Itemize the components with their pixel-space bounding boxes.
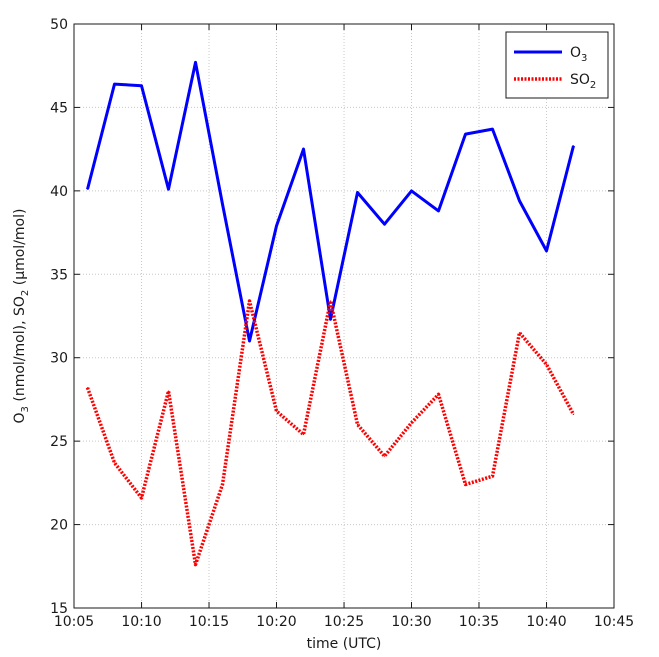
data-point bbox=[86, 188, 89, 190]
data-point bbox=[545, 363, 548, 365]
y-tick-label: 15 bbox=[50, 601, 68, 617]
data-point bbox=[464, 483, 467, 486]
x-axis-title: time (UTC) bbox=[307, 636, 382, 652]
data-point bbox=[221, 203, 224, 205]
y-tick-label: 45 bbox=[50, 100, 68, 116]
y-tick-label: 35 bbox=[50, 267, 68, 283]
legend: O3 SO2 bbox=[505, 31, 609, 99]
legend-label-subscript: 2 bbox=[590, 80, 596, 91]
x-tick-label: 10:30 bbox=[391, 614, 431, 630]
data-point bbox=[302, 148, 305, 150]
data-point bbox=[113, 83, 116, 85]
x-tick-label: 10:15 bbox=[189, 614, 229, 630]
data-point bbox=[140, 85, 143, 87]
data-point bbox=[275, 410, 278, 412]
data-point bbox=[410, 422, 413, 424]
data-point bbox=[86, 387, 89, 389]
y-axis-tick-labels: 15 20 25 30 35 40 45 50 bbox=[50, 17, 68, 617]
y-tick-label: 25 bbox=[50, 434, 68, 450]
data-point bbox=[491, 475, 494, 477]
x-tick-label: 10:10 bbox=[121, 614, 161, 630]
data-point bbox=[383, 223, 386, 225]
data-point bbox=[437, 210, 440, 212]
x-tick-label: 10:25 bbox=[324, 614, 364, 630]
data-point bbox=[356, 191, 359, 194]
data-point bbox=[221, 483, 224, 486]
y-tick-label: 50 bbox=[50, 17, 68, 33]
data-point bbox=[302, 433, 305, 436]
data-point bbox=[572, 413, 575, 415]
legend-label-subscript: 3 bbox=[581, 53, 587, 64]
data-point bbox=[437, 393, 440, 395]
data-point bbox=[518, 200, 521, 202]
x-tick-label: 10:40 bbox=[526, 614, 566, 630]
y-axis-title-subscript: 3 bbox=[20, 406, 31, 412]
data-point bbox=[329, 300, 332, 302]
y-axis-title: O3 (nmol/mol), SO2 (µmol/mol) bbox=[12, 209, 31, 424]
data-point bbox=[248, 340, 251, 342]
data-point bbox=[113, 462, 116, 464]
legend-label-base: SO bbox=[570, 72, 590, 88]
data-point bbox=[518, 332, 521, 334]
y-axis-title-text: (nmol/mol), SO bbox=[12, 296, 28, 406]
y-tick-label: 20 bbox=[50, 518, 68, 534]
legend-label: SO2 bbox=[570, 72, 596, 91]
x-axis-tick-labels: 10:05 10:10 10:15 10:20 10:25 10:30 10:35 10:40… bbox=[54, 614, 634, 630]
data-point bbox=[194, 564, 197, 566]
y-axis-title-text: (µmol/mol) bbox=[12, 209, 28, 290]
data-point bbox=[329, 318, 332, 320]
data-point bbox=[248, 300, 251, 302]
y-tick-label: 30 bbox=[50, 351, 68, 367]
data-point bbox=[275, 225, 278, 227]
data-point bbox=[572, 145, 575, 147]
x-tick-label: 10:35 bbox=[459, 614, 499, 630]
data-point bbox=[356, 423, 359, 426]
legend-label-base: O bbox=[570, 45, 581, 61]
data-point bbox=[140, 497, 143, 499]
data-point bbox=[194, 61, 197, 64]
data-point bbox=[167, 390, 170, 392]
data-point bbox=[167, 188, 170, 190]
legend-box bbox=[505, 31, 609, 99]
axis-ticks bbox=[73, 23, 615, 609]
y-tick-label: 40 bbox=[50, 184, 68, 200]
data-point bbox=[383, 455, 386, 457]
x-tick-label: 10:45 bbox=[594, 614, 634, 630]
data-point bbox=[410, 190, 413, 192]
data-point bbox=[464, 133, 467, 135]
data-point bbox=[545, 250, 548, 252]
series-lines bbox=[85, 60, 576, 567]
legend-label: O3 bbox=[570, 45, 587, 64]
y-axis-title-text: O bbox=[12, 412, 28, 423]
x-tick-label: 10:05 bbox=[54, 614, 94, 630]
data-point bbox=[491, 128, 494, 130]
y-axis-title-subscript: 2 bbox=[20, 290, 31, 296]
x-tick-label: 10:20 bbox=[256, 614, 296, 630]
